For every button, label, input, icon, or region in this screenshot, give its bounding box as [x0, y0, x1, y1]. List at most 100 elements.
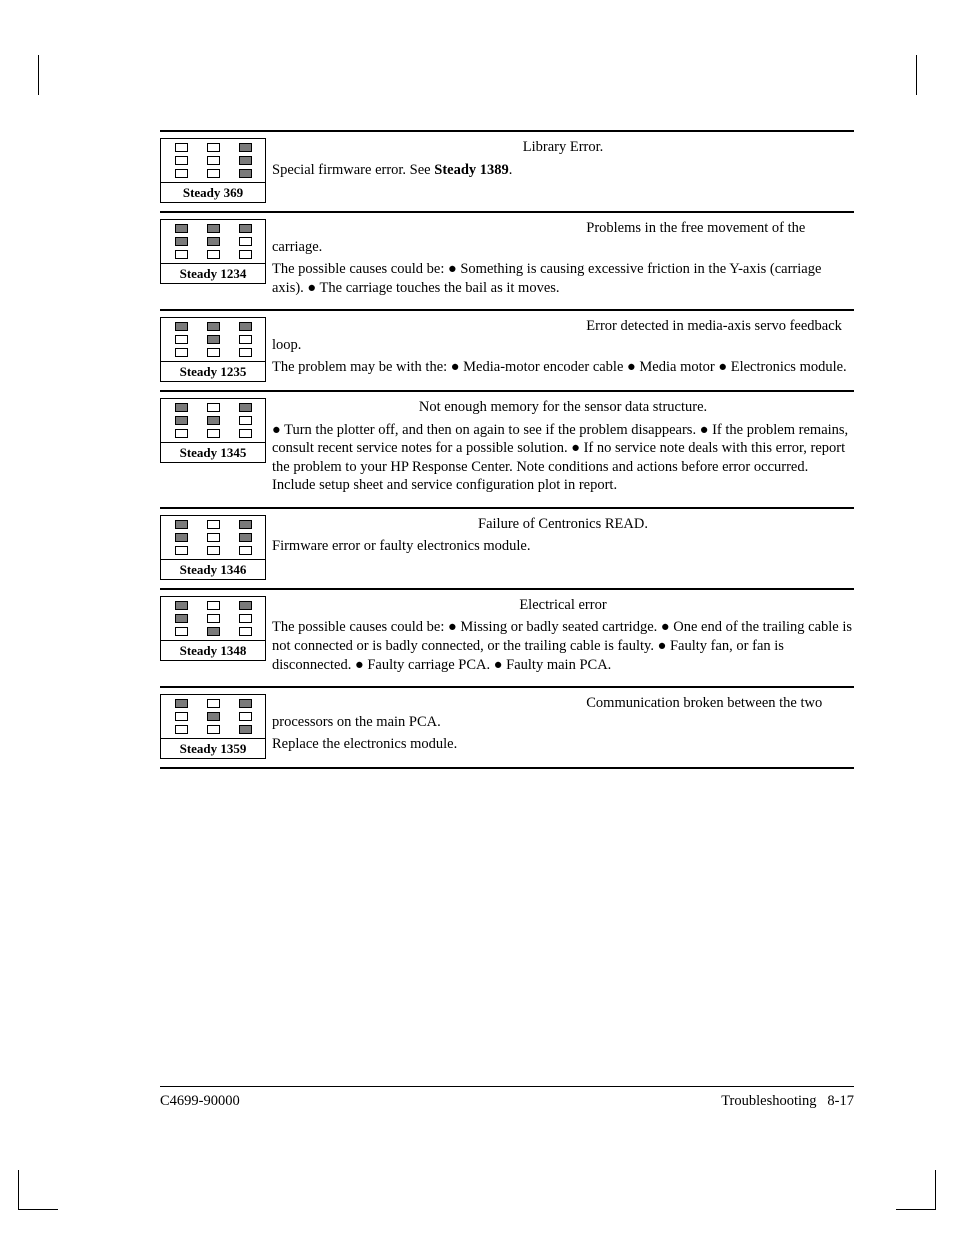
error-body: Replace the electronics module. [272, 735, 854, 754]
led-on-icon [239, 143, 252, 152]
led-row [165, 348, 261, 357]
led-off-icon [239, 348, 252, 357]
led-off-icon [207, 699, 220, 708]
crop-mark-icon [18, 1176, 52, 1210]
led-off-icon [207, 614, 220, 623]
led-row [165, 546, 261, 555]
led-row [165, 712, 261, 721]
led-off-icon [175, 250, 188, 259]
led-caption: Steady 1234 [161, 263, 265, 283]
error-entry: Steady 1234 Problems in the free movement… [160, 211, 854, 309]
led-row [165, 533, 261, 542]
led-row [165, 429, 261, 438]
page-number: 8-17 [827, 1093, 854, 1109]
led-row [165, 335, 261, 344]
led-row [165, 403, 261, 412]
led-off-icon [239, 416, 252, 425]
led-on-icon [175, 224, 188, 233]
led-on-icon [175, 322, 188, 331]
led-on-icon [239, 403, 252, 412]
led-row [165, 725, 261, 734]
error-entry: Steady 1235Error detected in media-axis … [160, 309, 854, 390]
led-row [165, 627, 261, 636]
led-on-icon [239, 156, 252, 165]
error-body: The possible causes could be: ● Somethin… [272, 260, 854, 297]
led-on-icon [207, 237, 220, 246]
section-rule [160, 767, 854, 769]
error-body: Firmware error or faulty electronics mod… [272, 537, 854, 556]
led-on-icon [239, 699, 252, 708]
error-title: Problems in the free movement of the car… [272, 219, 854, 256]
error-description: Not enough memory for the sensor data st… [272, 398, 854, 499]
led-caption: Steady 1346 [161, 559, 265, 579]
error-body: ● Turn the plotter off, and then on agai… [272, 421, 854, 495]
led-panel: Steady 1346 [160, 515, 266, 580]
error-description: Problems in the free movement of the car… [272, 219, 854, 301]
led-on-icon [239, 520, 252, 529]
error-description: Error detected in media-axis servo feedb… [272, 317, 854, 381]
led-on-icon [207, 416, 220, 425]
led-on-icon [207, 335, 220, 344]
led-off-icon [175, 712, 188, 721]
led-on-icon [175, 237, 188, 246]
led-row [165, 237, 261, 246]
led-on-icon [207, 712, 220, 721]
error-entry: Steady 1345 Not enough memory for the sen… [160, 390, 854, 507]
footer-right: Troubleshooting 8-17 [721, 1093, 854, 1110]
led-row [165, 601, 261, 610]
led-row [165, 520, 261, 529]
led-off-icon [207, 725, 220, 734]
error-body: The possible causes could be: ● Missing … [272, 618, 854, 674]
led-caption: Steady 1345 [161, 442, 265, 462]
crop-mark-icon [38, 55, 72, 89]
led-panel: Steady 1359 [160, 694, 266, 759]
led-on-icon [239, 601, 252, 610]
led-row [165, 614, 261, 623]
led-caption: Steady 1359 [161, 738, 265, 758]
led-off-icon [207, 143, 220, 152]
error-description: Communication broken between the two pro… [272, 694, 854, 758]
error-body: Special firmware error. See Steady 1389. [272, 161, 854, 180]
led-caption: Steady 1348 [161, 640, 265, 660]
content-area: Steady 369 Library Error.Special firmware… [160, 130, 854, 769]
error-entry: Steady 1346 Failure of Centronics READ. Fi… [160, 507, 854, 588]
led-on-icon [175, 403, 188, 412]
error-body: The problem may be with the: ● Media-mot… [272, 358, 854, 377]
led-on-icon [239, 322, 252, 331]
led-off-icon [239, 250, 252, 259]
error-description: Library Error.Special firmware error. Se… [272, 138, 854, 183]
led-off-icon [239, 429, 252, 438]
led-row [165, 224, 261, 233]
led-on-icon [207, 627, 220, 636]
crop-mark-icon [902, 1176, 936, 1210]
led-row [165, 143, 261, 152]
error-title: Not enough memory for the sensor data st… [272, 398, 854, 417]
crop-mark-icon [882, 55, 916, 89]
error-title: Electrical error [272, 596, 854, 615]
led-caption: Steady 369 [161, 182, 265, 202]
error-title: Failure of Centronics READ. [272, 515, 854, 534]
led-off-icon [175, 546, 188, 555]
led-row [165, 699, 261, 708]
led-row [165, 250, 261, 259]
cross-reference: Steady 1389 [434, 162, 509, 178]
led-row [165, 416, 261, 425]
led-off-icon [175, 429, 188, 438]
led-row [165, 322, 261, 331]
led-on-icon [175, 614, 188, 623]
led-off-icon [207, 429, 220, 438]
led-panel: Steady 369 [160, 138, 266, 203]
error-title: Error detected in media-axis servo feedb… [272, 317, 854, 354]
led-row [165, 169, 261, 178]
page: Steady 369 Library Error.Special firmware… [0, 0, 954, 1235]
led-off-icon [239, 335, 252, 344]
led-off-icon [207, 546, 220, 555]
led-off-icon [239, 237, 252, 246]
led-on-icon [239, 169, 252, 178]
error-entry: Steady 1348 Electrical error The possible … [160, 588, 854, 686]
led-off-icon [239, 614, 252, 623]
error-entry: Steady 369 Library Error.Special firmware… [160, 130, 854, 211]
led-off-icon [207, 533, 220, 542]
led-off-icon [207, 250, 220, 259]
led-off-icon [207, 156, 220, 165]
